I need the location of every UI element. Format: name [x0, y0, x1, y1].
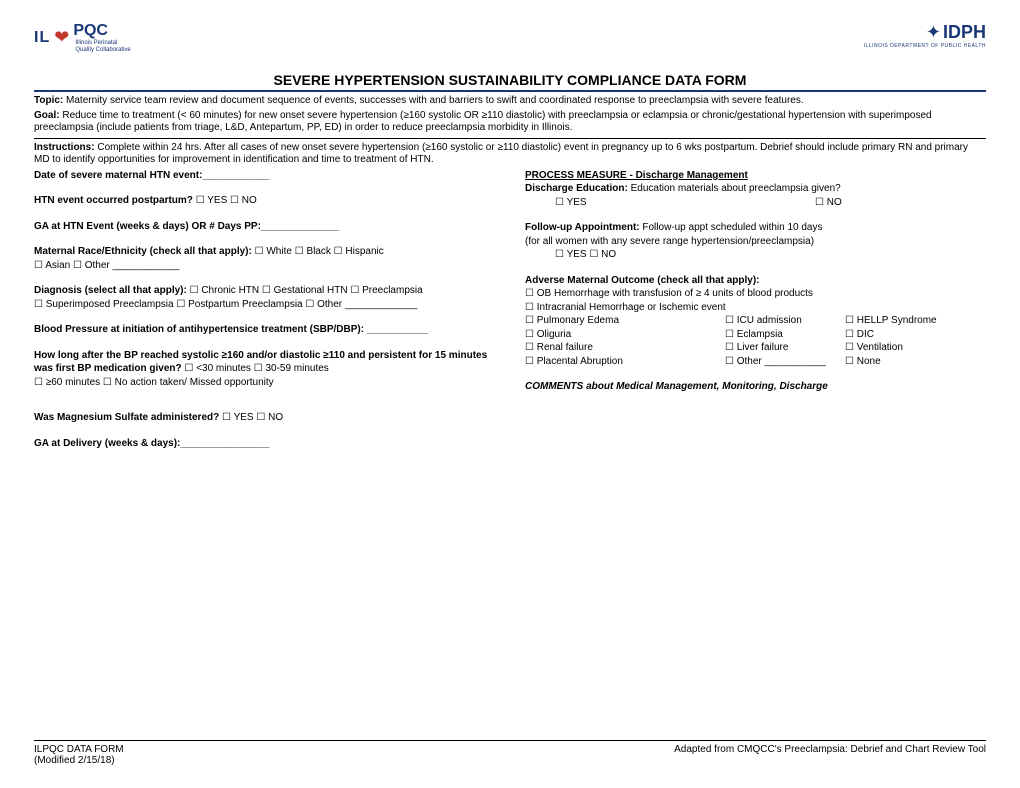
- q-postpartum[interactable]: HTN event occurred postpartum? ☐ YES ☐ N…: [34, 194, 495, 208]
- followup-line: Follow-up Appointment: Follow-up appt sc…: [525, 221, 986, 235]
- fu-text: Follow-up appt scheduled within 10 days: [640, 222, 823, 233]
- adv-2[interactable]: ☐ Intracranial Hemorrhage or Ischemic ev…: [525, 301, 986, 315]
- q-date-label: Date of severe maternal HTN event:______…: [34, 170, 269, 181]
- q-race-opts1: ☐ White ☐ Black ☐ Hispanic: [252, 246, 384, 257]
- q-bp-label: Blood Pressure at initiation of antihype…: [34, 324, 428, 335]
- g4c3: ☐ None: [845, 355, 881, 369]
- q-mg[interactable]: Was Magnesium Sulfate administered? ☐ YE…: [34, 411, 495, 425]
- page: IL ❤ PQC Illinois Perinatal Quality Coll…: [0, 0, 1020, 462]
- adverse-label: Adverse Maternal Outcome (check all that…: [525, 274, 986, 288]
- right-column: PROCESS MEASURE - Discharge Management D…: [525, 169, 986, 463]
- g1c3: ☐ HELLP Syndrome: [845, 314, 937, 328]
- adv-row1: ☐ Pulmonary Edema ☐ ICU admission ☐ HELL…: [525, 314, 986, 328]
- adv-row4: ☐ Placental Abruption ☐ Other __________…: [525, 355, 986, 369]
- g2c1: ☐ Oliguria: [525, 328, 725, 342]
- divider-top: [34, 90, 986, 92]
- q-diag-label: Diagnosis (select all that apply):: [34, 285, 187, 296]
- process-measure-header: PROCESS MEASURE - Discharge Management: [525, 169, 986, 183]
- edu-label: Discharge Education:: [525, 183, 628, 194]
- logo-pqc-block: PQC Illinois Perinatal Quality Collabora…: [73, 22, 130, 53]
- q-race-line2[interactable]: ☐ Asian ☐ Other ____________: [34, 259, 495, 273]
- form-title: SEVERE HYPERTENSION SUSTAINABILITY COMPL…: [34, 72, 986, 88]
- footer-right: Adapted from CMQCC's Preeclampsia: Debri…: [674, 744, 986, 766]
- instructions-label: Instructions:: [34, 142, 95, 153]
- goal-label: Goal:: [34, 110, 60, 121]
- g4c1: ☐ Placental Abruption: [525, 355, 725, 369]
- footer-left1: ILPQC DATA FORM: [34, 744, 124, 755]
- g4c2: ☐ Other ___________: [725, 355, 845, 369]
- instructions-line: Instructions: Complete within 24 hrs. Af…: [34, 142, 986, 167]
- idph-sub: ILLINOIS DEPARTMENT OF PUBLIC HEALTH: [864, 43, 986, 49]
- edu-yn[interactable]: ☐ YES ☐ NO: [525, 196, 986, 210]
- header-row: IL ❤ PQC Illinois Perinatal Quality Coll…: [34, 22, 986, 68]
- footer-left: ILPQC DATA FORM (Modified 2/15/18): [34, 744, 124, 766]
- divider-mid: [34, 138, 986, 139]
- followup-yn[interactable]: ☐ YES ☐ NO: [555, 248, 986, 262]
- g3c2: ☐ Liver failure: [725, 341, 845, 355]
- q-ga-del-label: GA at Delivery (weeks & days):__________…: [34, 438, 269, 449]
- q-post-label: HTN event occurred postpartum?: [34, 195, 193, 206]
- adv-1[interactable]: ☐ OB Hemorrhage with transfusion of ≥ 4 …: [525, 287, 986, 301]
- edu-yes: ☐ YES: [555, 196, 815, 210]
- g2c2: ☐ Eclampsia: [725, 328, 845, 342]
- comments-label: COMMENTS about Medical Management, Monit…: [525, 380, 986, 394]
- q-race-label: Maternal Race/Ethnicity (check all that …: [34, 246, 252, 257]
- topic-line: Topic: Maternity service team review and…: [34, 95, 986, 108]
- logo-left: IL ❤ PQC Illinois Perinatal Quality Coll…: [34, 22, 131, 53]
- comments-text: COMMENTS about Medical Management, Monit…: [525, 381, 828, 392]
- g1c1: ☐ Pulmonary Edema: [525, 314, 725, 328]
- goal-text: Reduce time to treatment (< 60 minutes) …: [34, 110, 932, 134]
- q-mg-opts: ☐ YES ☐ NO: [219, 412, 283, 423]
- adv-row3: ☐ Renal failure ☐ Liver failure ☐ Ventil…: [525, 341, 986, 355]
- q-ga-event[interactable]: GA at HTN Event (weeks & days) OR # Days…: [34, 220, 495, 234]
- idph-logo: ✦ IDPH: [864, 22, 986, 43]
- adv-row2: ☐ Oliguria ☐ Eclampsia ☐ DIC: [525, 328, 986, 342]
- topic-text: Maternity service team review and docume…: [63, 95, 803, 106]
- footer-line: ILPQC DATA FORM (Modified 2/15/18) Adapt…: [34, 740, 986, 766]
- q-diag-line1[interactable]: Diagnosis (select all that apply): ☐ Chr…: [34, 284, 495, 298]
- footer-left2: (Modified 2/15/18): [34, 755, 115, 766]
- left-column: Date of severe maternal HTN event:______…: [34, 169, 495, 463]
- footer: ILPQC DATA FORM (Modified 2/15/18) Adapt…: [34, 740, 986, 766]
- goal-line: Goal: Reduce time to treatment (< 60 min…: [34, 110, 986, 135]
- instructions-text: Complete within 24 hrs. After all cases …: [34, 142, 968, 166]
- edu-no: ☐ NO: [815, 196, 842, 210]
- fu-label: Follow-up Appointment:: [525, 222, 640, 233]
- columns: Date of severe maternal HTN event:______…: [34, 169, 986, 463]
- logo-il-text: IL: [34, 29, 50, 47]
- g3c1: ☐ Renal failure: [525, 341, 725, 355]
- heart-icon: ❤: [54, 27, 69, 48]
- followup-sub: (for all women with any severe range hyp…: [525, 235, 986, 249]
- q-ga-delivery[interactable]: GA at Delivery (weeks & days):__________…: [34, 437, 495, 451]
- adverse-grid[interactable]: ☐ Pulmonary Edema ☐ ICU admission ☐ HELL…: [525, 314, 986, 368]
- q-bp[interactable]: Blood Pressure at initiation of antihype…: [34, 323, 495, 337]
- edu-text: Education materials about preeclampsia g…: [628, 183, 841, 194]
- q-race-line1[interactable]: Maternal Race/Ethnicity (check all that …: [34, 245, 495, 259]
- logo-right: ✦ IDPH ILLINOIS DEPARTMENT OF PUBLIC HEA…: [864, 22, 986, 49]
- adverse-label-b: Adverse Maternal Outcome (check all that…: [525, 275, 760, 286]
- idph-text: IDPH: [943, 22, 986, 43]
- topic-label: Topic:: [34, 95, 63, 106]
- shield-icon: ✦: [926, 22, 941, 43]
- q-time-line1[interactable]: How long after the BP reached systolic ≥…: [34, 349, 495, 376]
- q-mg-label: Was Magnesium Sulfate administered?: [34, 412, 219, 423]
- g1c2: ☐ ICU admission: [725, 314, 845, 328]
- q-time-opts1: ☐ <30 minutes ☐ 30-59 minutes: [182, 363, 329, 374]
- q-date[interactable]: Date of severe maternal HTN event:______…: [34, 169, 495, 183]
- discharge-edu: Discharge Education: Education materials…: [525, 182, 986, 196]
- logo-left-sub: Illinois Perinatal Quality Collaborative: [75, 40, 130, 53]
- q-post-opts: ☐ YES ☐ NO: [193, 195, 257, 206]
- q-diag-opts1: ☐ Chronic HTN ☐ Gestational HTN ☐ Preecl…: [187, 285, 423, 296]
- q-diag-line2[interactable]: ☐ Superimposed Preeclampsia ☐ Postpartum…: [34, 298, 495, 312]
- q-ga-label: GA at HTN Event (weeks & days) OR # Days…: [34, 221, 339, 232]
- intro-block: Topic: Maternity service team review and…: [34, 95, 986, 167]
- g2c3: ☐ DIC: [845, 328, 874, 342]
- g3c3: ☐ Ventilation: [845, 341, 903, 355]
- q-time-line2[interactable]: ☐ ≥60 minutes ☐ No action taken/ Missed …: [34, 376, 495, 390]
- logo-pqc-text: PQC: [73, 22, 108, 39]
